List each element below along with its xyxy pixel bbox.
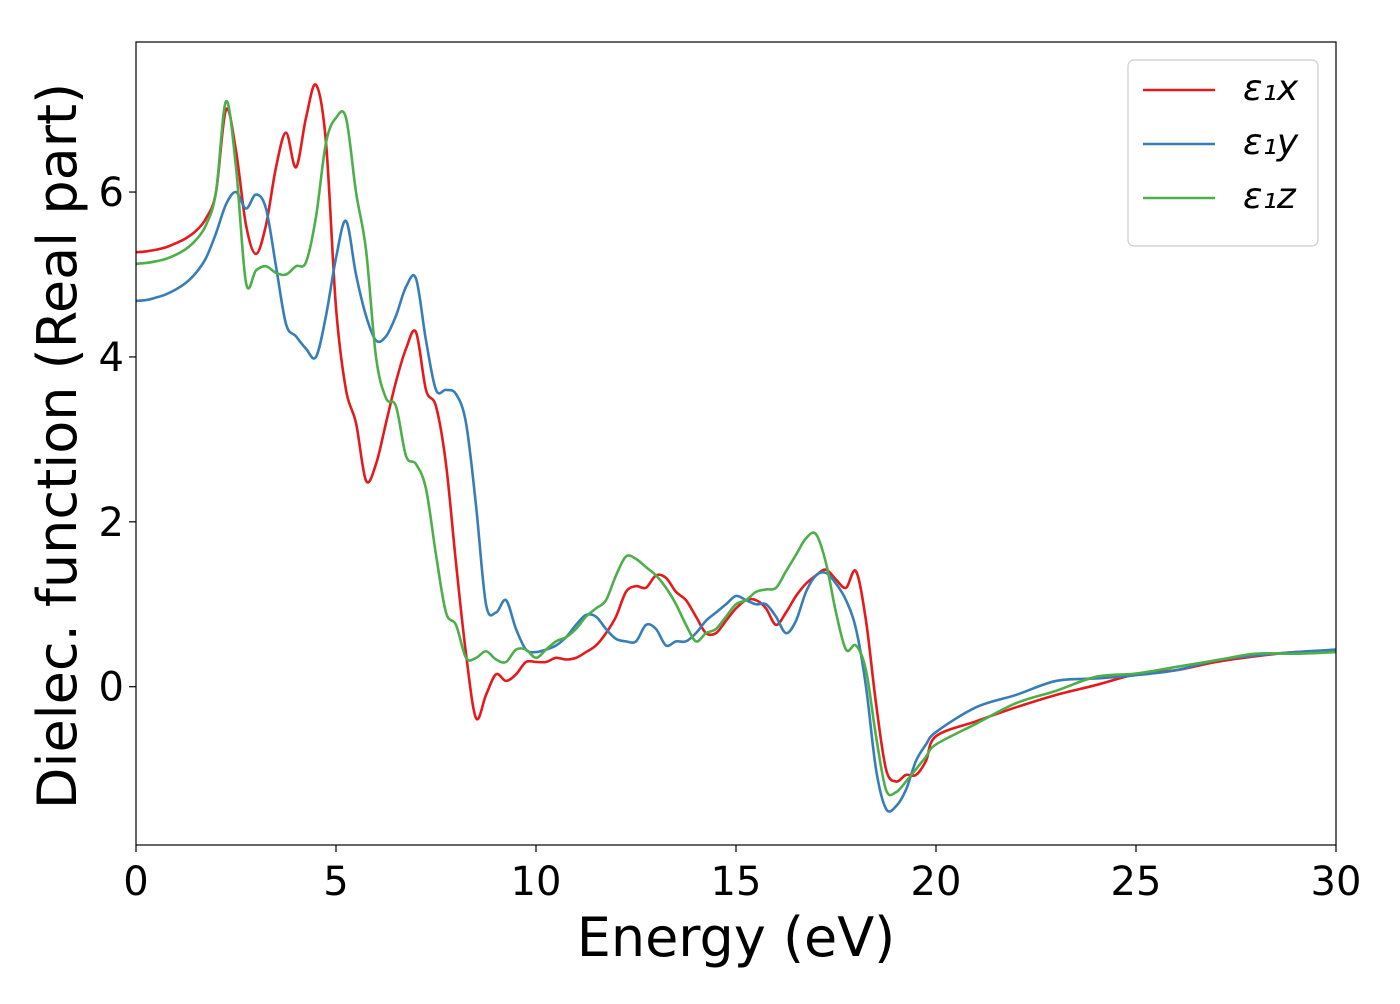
legend-label: ε₁x xyxy=(1243,68,1299,109)
x-tick-label: 20 xyxy=(911,859,962,905)
legend-label: ε₁y xyxy=(1243,122,1299,163)
line-series xyxy=(136,83,1336,783)
line-series xyxy=(136,100,1336,797)
y-tick-label: 2 xyxy=(99,500,124,546)
legend-box xyxy=(1127,59,1319,247)
series-group xyxy=(136,83,1336,813)
x-tick-label: 30 xyxy=(1311,859,1362,905)
x-tick-label: 10 xyxy=(511,859,562,905)
y-axis-label: Dielec. function (Real part) xyxy=(26,83,89,809)
y-tick-label: 6 xyxy=(99,170,124,216)
legend-label: ε₁z xyxy=(1243,176,1297,217)
x-tick-label: 5 xyxy=(323,859,348,905)
y-tick-label: 0 xyxy=(99,665,124,711)
plot-frame xyxy=(135,41,1337,846)
x-tick-label: 15 xyxy=(711,859,762,905)
x-tick-label: 25 xyxy=(1111,859,1162,905)
y-tick-label: 4 xyxy=(99,335,124,381)
x-axis-label: Energy (eV) xyxy=(577,906,896,969)
x-tick-label: 0 xyxy=(123,859,148,905)
